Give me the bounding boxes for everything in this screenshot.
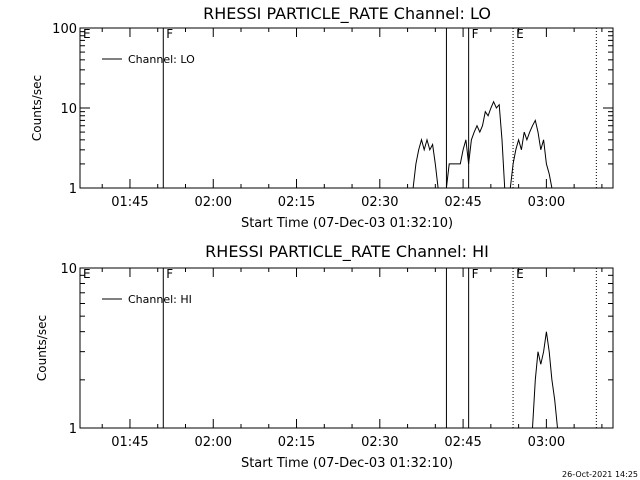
time-marker-label: F [472, 27, 479, 41]
plot-area: 01:45 02:00 02:15 02:30 02:45 03:00 1 10 E F F E Cha… [60, 262, 614, 450]
x-tick-label: 03:00 [528, 195, 565, 210]
x-tick-label: 03:00 [528, 435, 565, 450]
time-marker-label: E [83, 267, 91, 281]
x-tick-label: 02:15 [278, 195, 315, 210]
y-tick-label: 10 [60, 262, 77, 277]
x-tick-label: 02:45 [444, 435, 481, 450]
x-axis-label: Start Time (07-Dec-03 01:32:10) [241, 456, 453, 471]
y-tick-label: 1 [69, 422, 77, 437]
x-tick-label: 02:15 [278, 435, 315, 450]
footer-timestamp: 26-Oct-2021 14:25 [562, 470, 638, 479]
time-marker-label: F [472, 267, 479, 281]
time-marker-label: E [516, 27, 524, 41]
chart-title: RHESSI PARTICLE_RATE Channel: LO [203, 4, 491, 24]
lo-channel-panel: RHESSI PARTICLE_RATE Channel: LO Counts/… [30, 4, 614, 231]
x-axis-label: Start Time (07-Dec-03 01:32:10) [241, 216, 453, 231]
x-tick-label: 01:45 [111, 195, 148, 210]
x-tick-label: 02:00 [195, 195, 232, 210]
chart-title: RHESSI PARTICLE_RATE Channel: HI [205, 242, 489, 262]
x-tick-label: 02:30 [361, 195, 398, 210]
x-tick-label: 02:00 [195, 435, 232, 450]
time-marker-label: E [516, 267, 524, 281]
y-axis-label: Counts/sec [30, 75, 44, 141]
y-tick-label: 1 [69, 182, 77, 197]
series-line [412, 100, 553, 189]
y-tick-label: 10 [60, 102, 77, 117]
time-marker-label: F [166, 27, 173, 41]
time-marker-label: F [166, 267, 173, 281]
y-axis-label: Counts/sec [35, 315, 49, 381]
hi-channel-panel: RHESSI PARTICLE_RATE Channel: HI Counts/… [35, 242, 614, 471]
series-line [532, 331, 558, 429]
y-tick-label: 100 [52, 22, 77, 37]
x-tick-label: 02:45 [444, 195, 481, 210]
legend-label: Channel: LO [128, 53, 195, 66]
x-tick-label: 01:45 [111, 435, 148, 450]
plot-frame [79, 267, 614, 429]
plot-frame [79, 27, 614, 189]
x-tick-label: 02:30 [361, 435, 398, 450]
plot-area: 01:45 02:00 02:15 02:30 02:45 03:00 1 10 100 E F F E… [52, 22, 614, 210]
legend-label: Channel: HI [128, 293, 192, 306]
time-marker-label: E [83, 27, 91, 41]
